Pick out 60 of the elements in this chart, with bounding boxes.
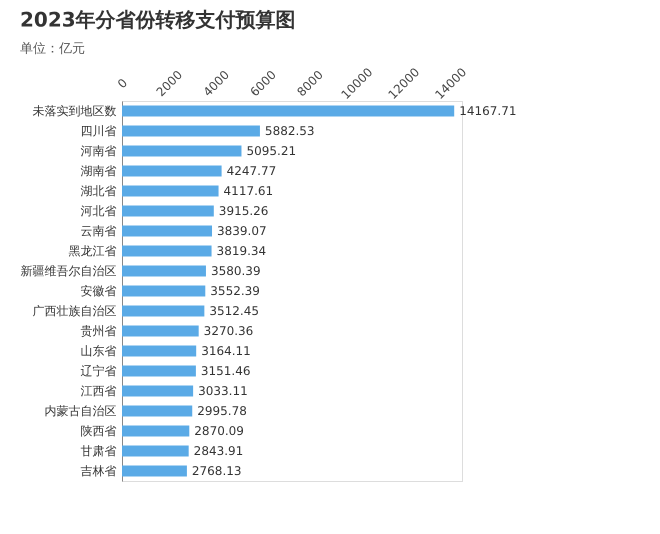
y-tick-label: 河北省 [80, 204, 116, 218]
y-tick-label: 内蒙古自治区 [44, 404, 116, 418]
y-tick-label: 江西省 [80, 384, 116, 398]
y-tick-label: 山东省 [80, 344, 116, 358]
data-label: 3552.39 [210, 284, 260, 298]
y-tick-label: 安徽省 [80, 284, 116, 298]
y-tick-label: 新疆维吾尔自治区 [20, 264, 116, 278]
y-tick-label: 广西壮族自治区 [32, 304, 116, 318]
y-tick-label: 云南省 [80, 224, 116, 238]
bar [122, 246, 212, 256]
y-tick-label: 湖南省 [80, 164, 116, 178]
y-tick-label: 湖北省 [80, 184, 116, 198]
bar [122, 146, 242, 156]
bar [122, 166, 222, 176]
y-tick-label: 辽宁省 [80, 364, 116, 378]
bar [122, 406, 192, 416]
x-tick-label: 0 [114, 76, 130, 92]
data-label: 2768.13 [192, 464, 242, 478]
y-tick-label: 河南省 [80, 144, 116, 158]
bar [122, 226, 212, 236]
y-tick-label: 未落实到地区数 [32, 104, 116, 118]
chart-subtitle: 单位：亿元 [20, 41, 85, 56]
data-label: 5095.21 [246, 144, 296, 158]
bar [122, 446, 189, 456]
bar [122, 326, 199, 336]
bar [122, 126, 260, 136]
data-label: 3512.45 [209, 304, 259, 318]
y-tick-label: 四川省 [80, 124, 116, 138]
data-label: 2843.91 [194, 444, 244, 458]
bar [122, 346, 196, 356]
y-tick-label: 贵州省 [80, 324, 116, 338]
data-label: 3164.11 [201, 344, 251, 358]
bar [122, 206, 214, 216]
bar [122, 306, 204, 316]
data-label: 3270.36 [204, 324, 254, 338]
data-label: 4247.77 [226, 164, 276, 178]
data-label: 3819.34 [216, 244, 266, 258]
data-label: 3915.26 [218, 204, 268, 218]
data-label: 5882.53 [264, 124, 315, 138]
y-tick-label: 吉林省 [80, 464, 116, 478]
y-tick-label: 陕西省 [80, 424, 116, 438]
y-tick-label: 甘肃省 [80, 444, 116, 458]
data-label: 3151.46 [200, 364, 251, 378]
data-label: 4117.61 [224, 184, 274, 198]
bar [122, 106, 454, 116]
bar [122, 426, 190, 436]
data-label: 14167.71 [459, 104, 516, 118]
data-label: 3839.07 [217, 224, 267, 238]
data-label: 3033.11 [198, 384, 248, 398]
bar [122, 386, 194, 396]
bar [122, 186, 219, 196]
data-label: 2995.78 [197, 404, 247, 418]
data-label: 2870.09 [194, 424, 244, 438]
bar [122, 266, 206, 276]
bar [122, 466, 187, 476]
bar [122, 366, 196, 376]
bar [122, 286, 206, 296]
data-label: 3580.39 [210, 264, 261, 278]
y-tick-label: 黑龙江省 [68, 244, 116, 258]
chart-title: 2023年分省份转移支付预算图 [20, 7, 296, 32]
